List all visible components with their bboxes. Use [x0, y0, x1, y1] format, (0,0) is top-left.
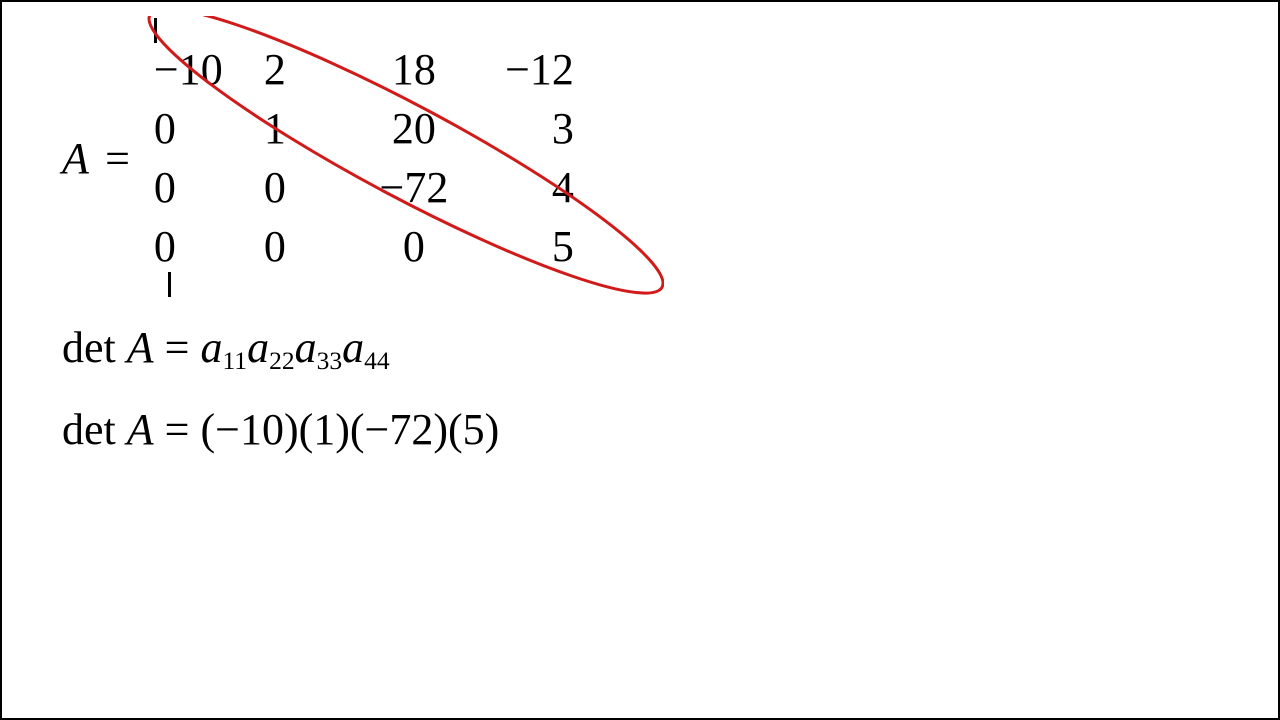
lhs-var: A	[62, 134, 88, 183]
det-terms: a11a22a33a44	[200, 323, 389, 372]
matrix-wrap: −10 2 18 −12 0 1 20 3 0	[154, 22, 574, 294]
det-var: A	[127, 405, 154, 454]
term-subscript: 44	[364, 346, 390, 375]
page-frame: A = −10 2 18 −12 0 1	[0, 0, 1280, 720]
matrix-cell: 1	[264, 99, 354, 158]
term-base: a	[200, 323, 222, 372]
equals-sign: =	[154, 405, 201, 454]
det-prefix: det	[62, 405, 127, 454]
term-base: a	[247, 323, 269, 372]
lhs: A =	[62, 133, 140, 184]
det-prefix: det	[62, 323, 127, 372]
matrix-cell: 4	[474, 158, 574, 217]
matrix-cell: −10	[154, 40, 264, 99]
determinant-matrix: −10 2 18 −12 0 1 20 3 0	[154, 18, 574, 297]
matrix-equation-row: A = −10 2 18 −12 0 1	[62, 22, 574, 294]
equals-sign: =	[154, 323, 201, 372]
matrix-cell: 0	[354, 217, 474, 276]
matrix-cell: 5	[474, 217, 574, 276]
matrix-table: −10 2 18 −12 0 1 20 3 0	[154, 40, 574, 276]
det-var: A	[127, 323, 154, 372]
det-formula-line: det A = a11a22a33a44	[62, 322, 574, 376]
det-rhs: (−10)(1)(−72)(5)	[200, 405, 499, 454]
matrix-cell: −12	[474, 40, 574, 99]
matrix-row: 0 1 20 3	[154, 99, 574, 158]
term-subscript: 11	[222, 346, 247, 375]
matrix-cell: 0	[264, 158, 354, 217]
matrix-cell: 18	[354, 40, 474, 99]
matrix-cell: 3	[474, 99, 574, 158]
matrix-cell: −72	[354, 158, 474, 217]
det-numeric-line: det A = (−10)(1)(−72)(5)	[62, 404, 574, 455]
matrix-cell: 0	[154, 158, 264, 217]
matrix-cell: 0	[154, 217, 264, 276]
term-subscript: 33	[317, 346, 343, 375]
matrix-cell: 0	[264, 217, 354, 276]
matrix-cell: 20	[354, 99, 474, 158]
term-base: a	[342, 323, 364, 372]
content-area: A = −10 2 18 −12 0 1	[62, 22, 574, 455]
matrix-row: 0 0 0 5	[154, 217, 574, 276]
term-base: a	[295, 323, 317, 372]
matrix-cell: 2	[264, 40, 354, 99]
matrix-row: 0 0 −72 4	[154, 158, 574, 217]
matrix-cell: 0	[154, 99, 264, 158]
term-subscript: 22	[269, 346, 295, 375]
matrix-row: −10 2 18 −12	[154, 40, 574, 99]
equals-sign: =	[105, 134, 130, 183]
